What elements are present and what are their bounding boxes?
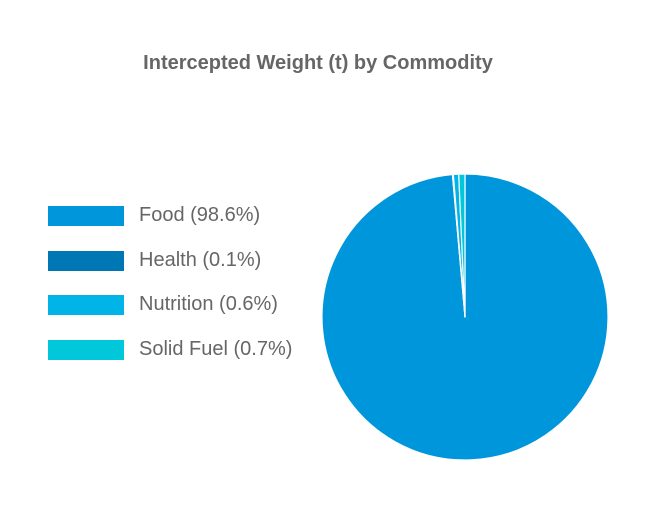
legend-label-food: Food (98.6%) — [139, 204, 261, 226]
legend-swatch-health — [48, 250, 124, 271]
pie-slice-solid-fuel[interactable] — [458, 173, 466, 318]
chart-legend: Food (98.6%) Health (0.1%) Nutrition (0.… — [48, 199, 292, 377]
legend-swatch-food — [48, 206, 124, 226]
legend-item-food[interactable]: Food (98.6%) — [48, 199, 292, 244]
legend-item-solid-fuel[interactable]: Solid Fuel (0.7%) — [48, 333, 292, 378]
legend-label-health: Health (0.1%) — [139, 248, 262, 271]
legend-swatch-solid-fuel — [48, 339, 124, 360]
legend-label-solid-fuel: Solid Fuel (0.7%) — [139, 337, 293, 360]
legend-label-nutrition: Nutrition (0.6%) — [139, 293, 278, 315]
legend-item-health[interactable]: Health (0.1%) — [48, 244, 292, 289]
legend-swatch-nutrition — [48, 295, 124, 315]
chart-title: Intercepted Weight (t) by Commodity — [143, 52, 493, 74]
legend-item-nutrition[interactable]: Nutrition (0.6%) — [48, 288, 292, 333]
